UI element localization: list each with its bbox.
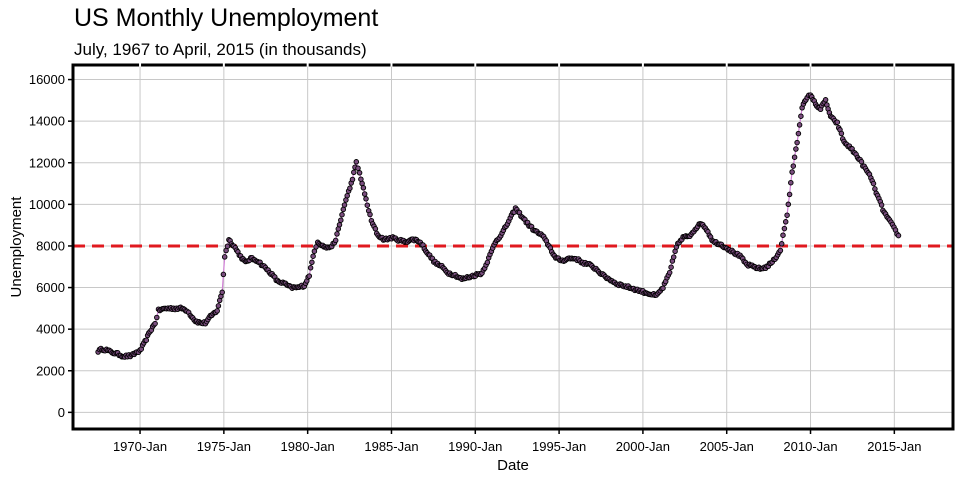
- data-point: [309, 259, 315, 266]
- data-point: [834, 119, 841, 125]
- x-tick-label: 2000-Jan: [616, 439, 670, 454]
- data-point: [781, 225, 788, 232]
- data-point: [334, 231, 340, 237]
- y-tick-label: 2000: [36, 363, 65, 378]
- data-point: [785, 201, 792, 208]
- data-point: [219, 289, 225, 296]
- data-point: [484, 259, 491, 266]
- y-axis-title: Unemployment: [8, 196, 25, 298]
- data-point: [782, 219, 789, 225]
- y-tick-label: 12000: [29, 155, 65, 170]
- data-point: [336, 222, 343, 228]
- data-point: [372, 226, 379, 232]
- x-tick-label: 1995-Jan: [532, 439, 586, 454]
- data-points: [95, 92, 902, 360]
- data-point: [364, 202, 371, 208]
- y-tick-label: 10000: [29, 197, 65, 212]
- data-point: [339, 211, 345, 218]
- data-point: [143, 337, 150, 343]
- data-point: [791, 154, 798, 160]
- data-point: [858, 158, 865, 165]
- tick-labels: 0 2000 4000 6000 8000 10000 12000 14000 16000 197…: [29, 72, 922, 454]
- data-point: [310, 253, 316, 259]
- data-point: [215, 303, 222, 309]
- data-point: [838, 130, 845, 137]
- data-point: [822, 97, 829, 103]
- data-point: [788, 179, 794, 186]
- data-point: [349, 176, 356, 183]
- data-point: [152, 320, 158, 327]
- data-point: [347, 185, 353, 191]
- data-point: [660, 285, 666, 291]
- data-point: [789, 169, 795, 175]
- data-point: [221, 254, 228, 260]
- chart-title: US Monthly Unemployment: [74, 4, 379, 32]
- data-point: [361, 191, 368, 197]
- data-point: [360, 185, 367, 191]
- axis-ticks: [68, 63, 896, 434]
- data-point: [332, 237, 339, 244]
- data-point: [307, 265, 314, 271]
- y-tick-label: 0: [58, 405, 65, 420]
- data-point: [220, 271, 227, 278]
- data-point: [870, 180, 877, 187]
- data-point: [670, 254, 677, 260]
- data-point: [214, 308, 220, 314]
- data-point: [780, 232, 786, 238]
- data-point: [344, 192, 350, 199]
- data-point: [790, 163, 797, 169]
- y-tick-label: 14000: [29, 114, 65, 129]
- data-point: [794, 139, 800, 146]
- data-point: [355, 165, 361, 171]
- plot-frame: [71, 63, 955, 431]
- data-point: [795, 130, 802, 137]
- data-point: [351, 169, 357, 176]
- data-point: [895, 232, 902, 239]
- data-point: [668, 264, 674, 270]
- x-tick-label: 1985-Jan: [364, 439, 418, 454]
- data-point: [306, 273, 313, 279]
- y-tick-label: 16000: [29, 72, 65, 87]
- y-tick-label: 6000: [36, 280, 65, 295]
- x-tick-label: 1980-Jan: [281, 439, 335, 454]
- x-tick-label: 2010-Jan: [783, 439, 837, 454]
- x-tick-label: 1990-Jan: [448, 439, 502, 454]
- y-tick-label: 4000: [36, 322, 65, 337]
- x-tick-label: 2005-Jan: [700, 439, 754, 454]
- data-point: [798, 113, 804, 119]
- data-point: [796, 122, 803, 128]
- data-point: [784, 212, 790, 218]
- data-point: [872, 186, 878, 192]
- data-point: [353, 159, 360, 165]
- x-tick-label: 1975-Jan: [197, 439, 251, 454]
- data-point: [778, 241, 785, 247]
- data-point: [793, 146, 799, 152]
- data-point: [340, 206, 347, 213]
- data-point: [786, 191, 793, 198]
- chart-subtitle: July, 1967 to April, 2015 (in thousands): [74, 40, 367, 59]
- y-tick-label: 8000: [36, 238, 65, 253]
- data-point: [313, 244, 319, 250]
- x-axis-title: Date: [497, 457, 529, 474]
- x-tick-label: 1970-Jan: [113, 439, 167, 454]
- data-point: [367, 211, 373, 218]
- data-point: [338, 217, 344, 223]
- data-point: [154, 314, 160, 321]
- data-point: [356, 170, 363, 176]
- data-point: [777, 247, 784, 254]
- x-tick-label: 2015-Jan: [867, 439, 921, 454]
- data-point: [363, 196, 369, 202]
- data-point: [878, 202, 885, 208]
- data-point: [666, 269, 673, 276]
- data-point: [341, 202, 348, 208]
